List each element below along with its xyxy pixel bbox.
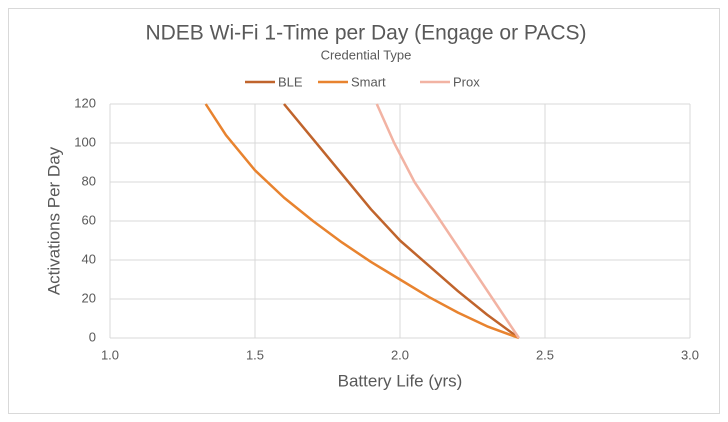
- chart-border: [8, 8, 720, 414]
- y-tick-label: 80: [82, 173, 96, 188]
- chart-subtitle: Credential Type: [321, 47, 412, 62]
- series-line: [204, 103, 520, 340]
- series-line: [283, 103, 520, 340]
- y-tick-label: 100: [74, 134, 96, 149]
- y-tick-label: 20: [82, 290, 96, 305]
- x-tick-label: 1.5: [246, 347, 264, 362]
- x-tick-label: 1.0: [101, 347, 119, 362]
- legend-label: BLE: [278, 74, 303, 89]
- legend-label: Smart: [351, 74, 386, 89]
- y-tick-label: 0: [89, 329, 96, 344]
- legend-label: Prox: [453, 74, 480, 89]
- x-tick-label: 2.5: [536, 347, 554, 362]
- y-tick-label: 120: [74, 95, 96, 110]
- y-tick-label: 40: [82, 251, 96, 266]
- x-tick-label: 2.0: [391, 347, 409, 362]
- series-line: [375, 103, 520, 339]
- chart-title: NDEB Wi-Fi 1-Time per Day (Engage or PAC…: [145, 22, 586, 45]
- y-tick-label: 60: [82, 212, 96, 227]
- x-axis-title: Battery Life (yrs): [338, 371, 463, 390]
- y-axis-title: Activations Per Day: [44, 146, 63, 295]
- x-tick-label: 3.0: [681, 347, 699, 362]
